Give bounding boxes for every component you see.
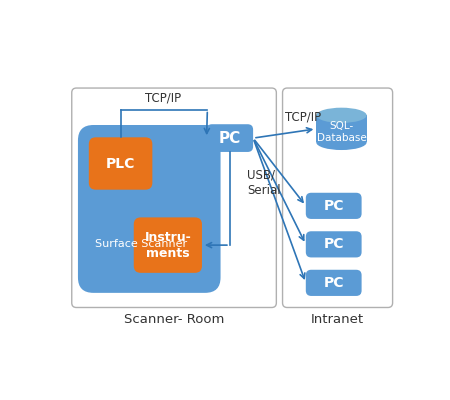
Text: PC: PC: [324, 276, 344, 290]
Text: TCP/IP: TCP/IP: [285, 110, 321, 124]
FancyBboxPatch shape: [306, 231, 362, 258]
FancyBboxPatch shape: [306, 193, 362, 219]
Text: USB/
Serial: USB/ Serial: [247, 168, 280, 197]
FancyBboxPatch shape: [207, 124, 253, 152]
Ellipse shape: [316, 108, 367, 123]
FancyBboxPatch shape: [78, 125, 220, 293]
Text: PC: PC: [219, 130, 241, 146]
Text: Scanner- Room: Scanner- Room: [124, 313, 224, 326]
FancyBboxPatch shape: [306, 270, 362, 296]
Ellipse shape: [316, 135, 367, 150]
Bar: [316, 115, 367, 142]
Text: PC: PC: [324, 237, 344, 251]
FancyBboxPatch shape: [134, 218, 202, 273]
Text: SQL-
Database: SQL- Database: [317, 121, 366, 143]
Text: TCP/IP: TCP/IP: [145, 92, 181, 105]
Text: PLC: PLC: [106, 156, 135, 170]
FancyBboxPatch shape: [89, 137, 153, 190]
Text: Intranet: Intranet: [311, 313, 364, 326]
Text: Instru-
ments: Instru- ments: [144, 231, 191, 260]
Text: Surface Scanner: Surface Scanner: [95, 239, 188, 249]
Text: PC: PC: [324, 199, 344, 213]
